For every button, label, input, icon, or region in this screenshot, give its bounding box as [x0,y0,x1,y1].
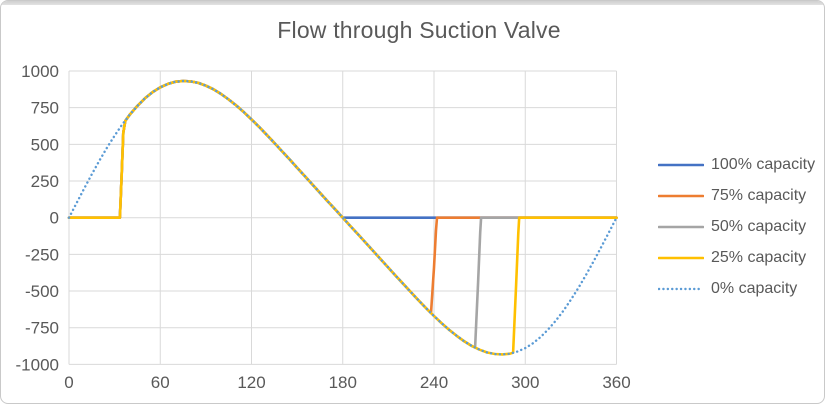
x-axis-tick-label: 240 [420,373,448,392]
x-axis-tick-label: 60 [151,373,170,392]
x-axis-tick-label: 0 [64,373,73,392]
legend-item-75-capacity[interactable]: 75% capacity [658,180,815,211]
chart-title[interactable]: Flow through Suction Valve [277,17,561,43]
x-axis-tick-label: 360 [602,373,630,392]
y-axis-tick-label: -750 [25,319,59,338]
card-top-edge [1,1,824,5]
y-axis-tick-label: 500 [31,135,59,154]
y-axis-tick-label: 750 [31,99,59,118]
y-axis-tick-label: 1000 [21,62,59,81]
series-line-0-capacity[interactable] [67,79,618,356]
legend-item-0-capacity[interactable]: 0% capacity [658,273,815,304]
x-axis-tick-label: 300 [511,373,539,392]
legend-label: 0% capacity [711,279,798,297]
x-axis-tick-label: 120 [237,373,265,392]
legend: 100% capacity 75% capacity 50% capacity 25%… [658,149,815,304]
y-axis-tick-label: -500 [25,282,59,301]
legend-line-swatch [658,287,704,290]
y-axis-tick-label: -1000 [16,355,59,374]
legend-line-swatch [658,256,704,259]
legend-line-swatch [658,225,704,228]
y-axis-tick-label: 0 [50,209,59,228]
legend-item-100-capacity[interactable]: 100% capacity [658,149,815,180]
legend-label: 75% capacity [711,186,807,204]
legend-label: 100% capacity [711,155,816,173]
legend-line-swatch [658,163,704,166]
legend-item-25-capacity[interactable]: 25% capacity [658,242,815,273]
y-axis-tick-label: 250 [31,172,59,191]
x-axis-tick-label: 180 [329,373,357,392]
legend-label: 50% capacity [711,217,807,235]
legend-line-swatch [658,194,704,197]
legend-label: 25% capacity [711,248,807,266]
legend-item-50-capacity[interactable]: 50% capacity [658,211,815,242]
y-axis-tick-label: -250 [25,245,59,264]
